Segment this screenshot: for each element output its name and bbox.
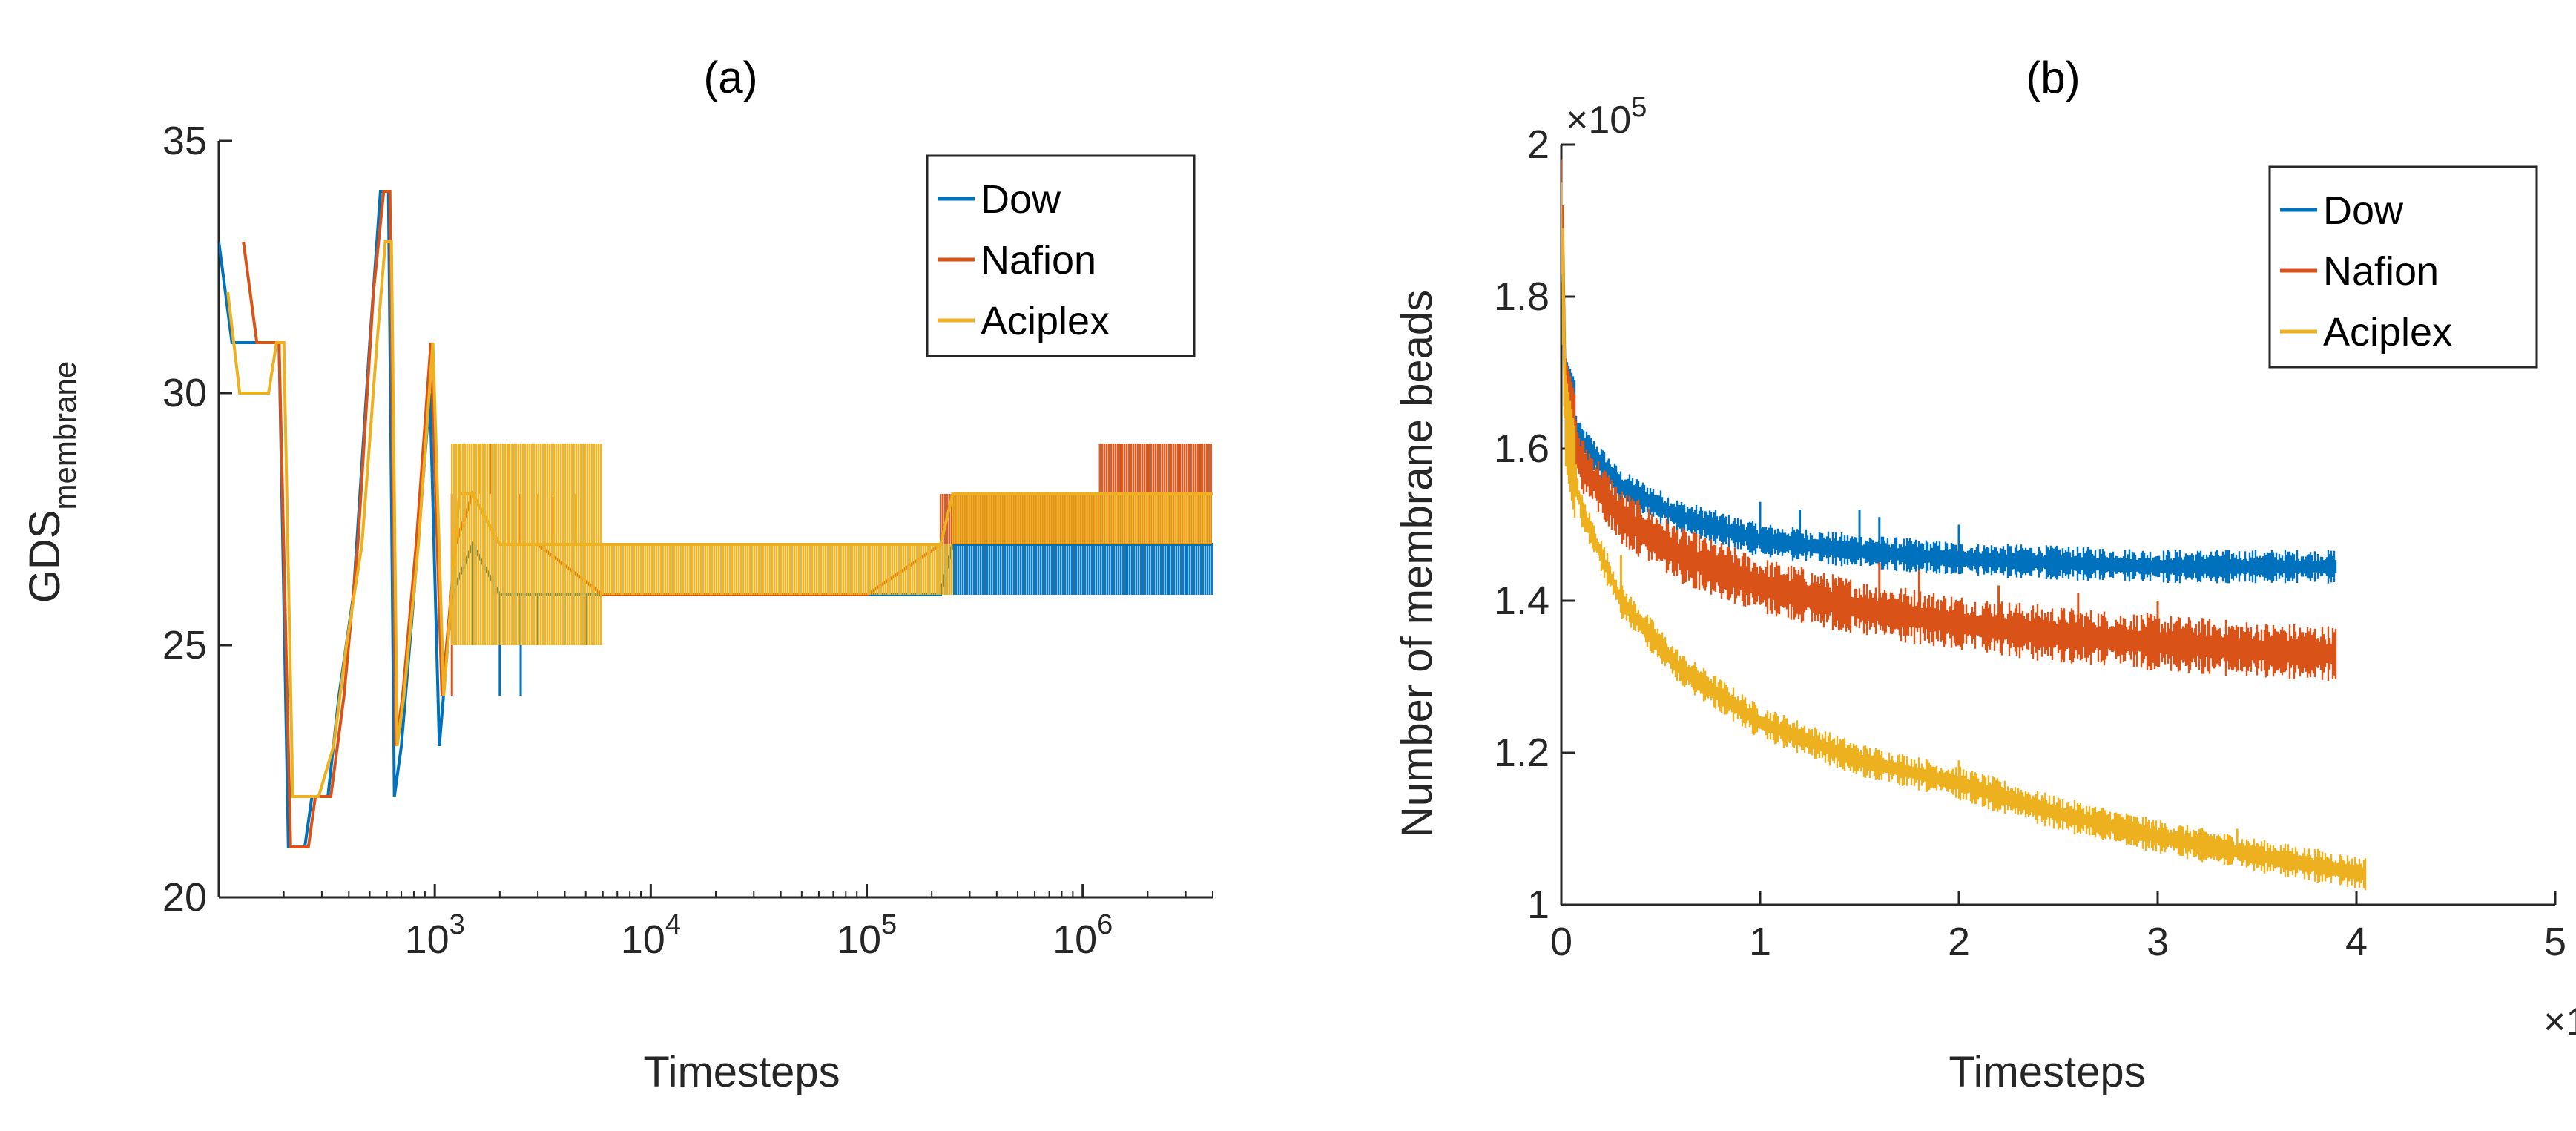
- panel-b-xtick-label: 1: [1749, 920, 1771, 964]
- panel-a-ylabel-sub: membrane: [47, 361, 82, 510]
- panel-b-plot-area: 11.21.41.61.82012345×105×106DowNafionAci…: [1494, 92, 2576, 1043]
- panel-a-series-aciplex: [226, 240, 1213, 798]
- panel-b-ytick-label: 1.8: [1494, 274, 1549, 319]
- panel-b-xtick-label: 2: [1948, 920, 1970, 964]
- svg-text:GDSmembrane: GDSmembrane: [21, 361, 82, 603]
- panel-b-series-aciplex: [1561, 182, 2367, 891]
- panel-b-xtick-label: 5: [2544, 920, 2566, 964]
- panel-b-title: (b): [2026, 53, 2080, 102]
- panel-b-series-dow: [1561, 190, 2337, 584]
- panel-a-xtick-label: 106: [1053, 909, 1113, 962]
- legend-label-nafion: Nafion: [2323, 249, 2439, 294]
- series-band-aciplex: [450, 444, 602, 645]
- panel-b-xtick-label: 0: [1550, 920, 1572, 964]
- legend-box: [926, 154, 1196, 357]
- series-band-nafion: [1561, 159, 2337, 681]
- panel-b-ytick-label: 1.2: [1494, 731, 1549, 775]
- series-band-aciplex: [939, 544, 953, 595]
- legend-label-aciplex: Aciplex: [2323, 310, 2452, 355]
- panel-a-title: (a): [703, 53, 757, 102]
- panel-b-ytick-label: 1: [1527, 883, 1549, 927]
- panel-b-series-nafion: [1561, 159, 2337, 681]
- panel-b: (b) 11.21.41.61.82012345×105×106DowNafio…: [1393, 53, 2576, 1096]
- series-band-dow: [1561, 190, 2337, 584]
- panel-a-legend: Dow Nafion Aciplex: [926, 154, 1196, 357]
- panel-a-ytick-label: 20: [162, 875, 207, 920]
- panel-a-ytick-label: 35: [162, 119, 207, 163]
- series-band-aciplex: [1561, 182, 2367, 891]
- panel-b-legend: Dow Nafion Aciplex: [2268, 165, 2538, 369]
- series-band-dow: [939, 544, 1213, 595]
- panel-a-xlabel: Timesteps: [643, 1048, 840, 1096]
- series-band-aciplex: [602, 544, 941, 595]
- panel-a-ytick-label: 25: [162, 623, 207, 667]
- panel-b-xtick-label: 4: [2345, 920, 2368, 964]
- panel-a-xtick-label: 103: [405, 909, 465, 962]
- legend-label-nafion: Nafion: [981, 238, 1096, 283]
- legend-label-aciplex: Aciplex: [981, 299, 1110, 343]
- panel-a: (a) 20 25 30 35 103 104 105 106 Dow Nafion Aciplex…: [21, 53, 1213, 1096]
- series-band-aciplex: [952, 494, 1212, 544]
- legend-label-dow: Dow: [981, 177, 1061, 222]
- panel-a-plot-area: 20 25 30 35 103 104 105 106 Dow Nafion Aciplex: [162, 119, 1213, 962]
- panel-a-xtick-label: 105: [837, 909, 897, 962]
- panel-a-ylabel-main: GDS: [21, 510, 69, 604]
- panel-b-xtick-label: 3: [2147, 920, 2169, 964]
- panel-b-x-multiplier: ×106: [2543, 994, 2576, 1043]
- legend-box: [2268, 165, 2538, 369]
- panel-a-ytick-label: 30: [162, 371, 207, 415]
- panel-b-y-multiplier: ×105: [1566, 92, 1647, 142]
- panel-b-ytick-label: 1.6: [1494, 426, 1549, 471]
- panel-a-ylabel: GDSmembrane: [21, 361, 82, 603]
- series-initial-aciplex: [1561, 228, 1567, 419]
- legend-label-dow: Dow: [2323, 188, 2404, 233]
- panel-a-xtick-label: 104: [621, 909, 681, 962]
- panel-b-ytick-label: 1.4: [1494, 578, 1549, 623]
- panel-b-ylabel: Number of membrane beads: [1393, 290, 1441, 837]
- panel-b-xlabel: Timesteps: [1949, 1048, 2145, 1096]
- panel-b-ytick-label: 2: [1527, 122, 1549, 167]
